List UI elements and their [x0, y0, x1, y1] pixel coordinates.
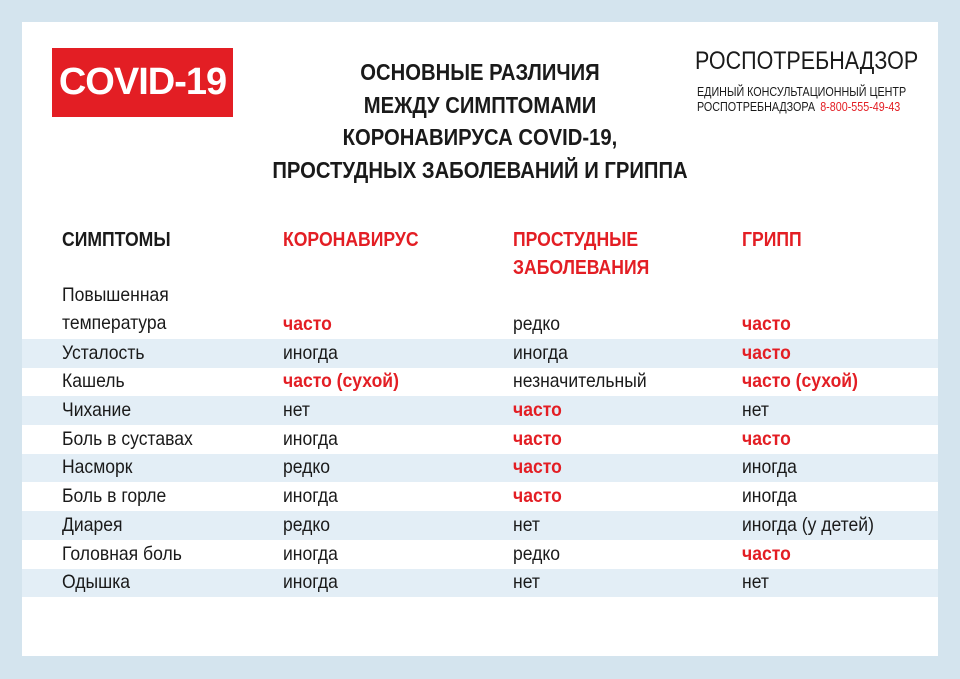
- symptom-frequency: иногда: [513, 341, 568, 364]
- symptom-frequency: часто: [513, 485, 562, 508]
- table-row: Чихание нет часто нет: [22, 396, 938, 426]
- symptom-frequency: редко: [513, 542, 561, 565]
- covid-badge: COVID-19: [52, 48, 233, 117]
- symptom-name: Головная боль: [62, 542, 182, 565]
- symptom-frequency: часто: [742, 542, 791, 565]
- symptom-frequency: иногда: [283, 341, 338, 364]
- header-symptoms: СИМПТОМЫ: [62, 229, 171, 251]
- symptom-frequency: нет: [283, 399, 310, 422]
- title-line: ПРОСТУДНЫХ ЗАБОЛЕВАНИЙ И ГРИППА: [272, 156, 688, 183]
- org-contact: ЕДИНЫЙ КОНСУЛЬТАЦИОННЫЙ ЦЕНТР РОСПОТРЕБН…: [697, 85, 906, 115]
- symptom-frequency: иногда (у детей): [742, 513, 874, 536]
- symptom-name: Боль в суставах: [62, 427, 193, 450]
- symptom-frequency: незначительный: [513, 370, 647, 393]
- symptom-frequency: часто: [513, 399, 562, 422]
- table-row: Боль в суставах иногда часто часто: [22, 425, 938, 454]
- symptom-frequency: иногда: [742, 456, 797, 479]
- symptom-frequency: иногда: [283, 542, 338, 565]
- table-row: Усталость иногда иногда часто: [22, 339, 938, 368]
- table-row: Одышка иногда нет нет: [22, 568, 938, 598]
- header-coronavirus: КОРОНАВИРУС: [283, 229, 419, 251]
- header-flu: ГРИПП: [742, 229, 802, 251]
- symptom-name: Боль в горле: [62, 485, 167, 508]
- poster-title: ОСНОВНЫЕ РАЗЛИЧИЯ МЕЖДУ СИМПТОМАМИ КОРОН…: [230, 56, 730, 186]
- symptom-name: Кашель: [62, 370, 125, 393]
- symptom-frequency: часто: [513, 456, 562, 479]
- table-row: Повышенная температура часто редко часто: [22, 282, 938, 339]
- symptom-frequency: часто: [283, 313, 332, 335]
- table-row: Боль в горле иногда часто иногда: [22, 483, 938, 512]
- symptom-frequency: редко: [283, 513, 331, 536]
- symptom-frequency: нет: [513, 513, 540, 536]
- symptom-frequency: нет: [513, 571, 540, 594]
- symptom-frequency: иногда: [742, 485, 797, 508]
- table-row: Диарея редко нет иногда (у детей): [22, 511, 938, 540]
- table-row: Кашель часто (сухой) незначительный часто (…: [22, 368, 938, 397]
- title-line: ОСНОВНЫЕ РАЗЛИЧИЯ: [360, 59, 600, 85]
- symptom-frequency: часто: [742, 313, 791, 335]
- org-line1: ЕДИНЫЙ КОНСУЛЬТАЦИОННЫЙ ЦЕНТР: [697, 85, 907, 99]
- symptom-frequency: часто (сухой): [742, 370, 858, 393]
- symptom-frequency: часто (сухой): [283, 370, 399, 393]
- symptom-name: Диарея: [62, 513, 123, 536]
- symptom-frequency: иногда: [283, 485, 338, 508]
- org-line2: РОСПОТРЕБНАДЗОРА: [697, 100, 816, 114]
- symptom-frequency: часто: [513, 427, 562, 450]
- hotline-phone: 8-800-555-49-43: [820, 100, 901, 114]
- symptom-frequency: редко: [283, 456, 331, 479]
- symptom-frequency: часто: [742, 341, 791, 364]
- header-cold: ПРОСТУДНЫЕ ЗАБОЛЕВАНИЯ: [513, 229, 650, 279]
- symptom-frequency: редко: [513, 313, 561, 335]
- symptom-frequency: нет: [742, 571, 769, 594]
- table-row: Головная боль иногда редко часто: [22, 540, 938, 569]
- symptom-name: Чихание: [62, 399, 132, 422]
- org-name: РОСПОТРЕБНАДЗОР: [695, 47, 919, 75]
- symptom-frequency: иногда: [283, 571, 338, 594]
- symptom-name: Одышка: [62, 571, 131, 594]
- symptom-name: Повышенная температура: [62, 284, 169, 334]
- symptom-frequency: часто: [742, 427, 791, 450]
- symptom-name: Усталость: [62, 341, 145, 364]
- symptom-name: Насморк: [62, 456, 133, 479]
- symptom-frequency: нет: [742, 399, 769, 422]
- table-row: Насморк редко часто иногда: [22, 453, 938, 483]
- title-line: КОРОНАВИРУСА COVID-19,: [342, 124, 618, 150]
- symptom-frequency: иногда: [283, 427, 338, 450]
- title-line: МЕЖДУ СИМПТОМАМИ: [363, 91, 597, 118]
